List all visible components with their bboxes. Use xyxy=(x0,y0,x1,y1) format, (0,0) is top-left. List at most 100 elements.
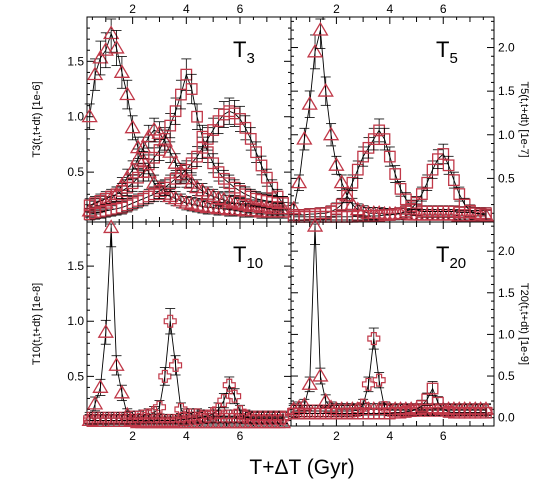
data-point-triangle xyxy=(119,86,136,101)
series-T10-1 xyxy=(81,219,292,429)
series-T20-3 xyxy=(287,381,492,420)
data-point-triangle xyxy=(306,217,324,232)
x-tick-label: 2 xyxy=(129,2,136,16)
data-point-square xyxy=(383,150,396,163)
data-point-triangle xyxy=(226,194,243,209)
data-point-triangle xyxy=(103,25,120,40)
data-point-triangle xyxy=(221,193,238,208)
series-T10-3 xyxy=(83,376,290,428)
x-tick-label: 6 xyxy=(440,429,447,443)
data-point-square xyxy=(191,110,203,123)
data-point-triangle xyxy=(322,126,340,141)
panel-title-subscript: 10 xyxy=(246,255,263,272)
series-T5-1 xyxy=(285,18,495,222)
series-T10-2 xyxy=(83,308,290,425)
y-tick-label: 0.5 xyxy=(67,369,84,383)
y-tick-label: 1.0 xyxy=(498,128,515,142)
data-point-square xyxy=(421,176,434,189)
data-point-cross xyxy=(158,369,172,383)
x-tick-label: 6 xyxy=(237,2,244,16)
data-point-triangle xyxy=(92,49,109,64)
panel-frame xyxy=(86,221,292,427)
x-tick-label: 4 xyxy=(386,2,393,16)
data-point-triangle xyxy=(140,128,157,143)
y-axis-label: T5(t,t+dt) [1e-7] xyxy=(518,81,530,157)
panel-title: T3 xyxy=(233,37,255,67)
data-point-square xyxy=(255,159,268,172)
series-T5-3 xyxy=(287,143,492,223)
data-point-cross xyxy=(195,410,209,424)
y-tick-label: 1.0 xyxy=(67,314,84,328)
panel-T3: 2 4 6 0.5 1.0 1.5 T3(t,t+dt) [1e-6] T3 xyxy=(31,2,292,223)
data-point-triangle xyxy=(178,170,195,185)
data-point-cross xyxy=(356,398,370,412)
y-tick-label: 1.5 xyxy=(498,286,515,300)
data-point-cross xyxy=(201,409,215,423)
series-line xyxy=(293,226,486,410)
data-point-square xyxy=(415,188,428,200)
data-point-square xyxy=(341,189,353,202)
data-point-triangle xyxy=(274,203,292,218)
y-axis-label: T20(t,t+dt) [1e-9] xyxy=(518,283,530,365)
y-tick-label: 1.5 xyxy=(67,259,84,273)
x-tick-label: 4 xyxy=(183,2,190,16)
data-point-square xyxy=(378,133,391,146)
data-point-square xyxy=(164,119,177,132)
data-point-triangle xyxy=(162,143,179,158)
data-point-triangle xyxy=(135,139,152,154)
data-point-square xyxy=(448,174,460,187)
y-axis-label: T10(t,t+dt) [1e-8] xyxy=(31,283,43,365)
y-tick-label: 0.0 xyxy=(498,411,515,425)
data-point-square xyxy=(480,209,492,221)
data-point-triangle xyxy=(301,95,318,110)
data-point-triangle xyxy=(86,66,104,81)
data-point-cross xyxy=(190,411,204,425)
data-point-triangle xyxy=(344,196,361,211)
y-tick-label: 1.5 xyxy=(498,84,515,98)
data-point-cross xyxy=(228,389,242,403)
panel-title: T20 xyxy=(436,242,466,272)
data-point-square xyxy=(185,83,198,95)
data-point-triangle xyxy=(301,376,318,390)
x-axis-label: T+ΔT (Gyr) xyxy=(249,456,354,479)
x-tick-label: 6 xyxy=(440,2,447,16)
x-tick-label: 6 xyxy=(237,429,244,443)
data-point-cross xyxy=(169,413,183,428)
panel-T20: 2 4 6 0.0 0.5 1.0 1.5 2.0 T20(t,t+dt) [1e-9] T20 xyxy=(285,217,530,443)
x-tick-label: 4 xyxy=(183,429,190,443)
y-tick-label: 1.0 xyxy=(67,110,84,124)
data-point-cross xyxy=(152,400,167,414)
data-point-triangle xyxy=(124,119,141,134)
panel-frame xyxy=(290,16,495,223)
data-point-triangle xyxy=(97,323,114,338)
data-point-square xyxy=(169,105,182,118)
data-point-cross xyxy=(169,358,183,372)
data-point-cross xyxy=(233,405,247,419)
data-point-triangle xyxy=(108,357,125,371)
y-axis-label: T3(t,t+dt) [1e-6] xyxy=(31,81,43,157)
data-point-triangle xyxy=(274,200,292,215)
panel-title: T5 xyxy=(436,37,458,67)
x-tick-label: 4 xyxy=(386,429,393,443)
panel-T5: 2 4 6 0.5 1.0 1.5 2.0 T5(t,t+dt) [1e-7] T5 xyxy=(285,2,530,223)
data-point-triangle xyxy=(328,157,345,171)
data-point-triangle xyxy=(183,195,200,210)
data-point-triangle xyxy=(296,130,313,145)
panel-frame xyxy=(290,221,495,427)
data-point-triangle xyxy=(194,198,211,213)
data-point-square xyxy=(250,146,263,159)
data-point-cross xyxy=(179,412,193,426)
panel-title: T10 xyxy=(233,242,263,272)
data-point-triangle xyxy=(178,194,195,209)
x-tick-label: 2 xyxy=(129,429,136,443)
panel-title-subscript: 20 xyxy=(449,255,466,272)
data-point-square xyxy=(244,132,257,145)
data-point-triangle xyxy=(317,82,334,97)
data-point-triangle xyxy=(86,395,104,410)
data-point-square xyxy=(277,197,289,210)
data-point-cross xyxy=(372,373,386,387)
series-T3-3 xyxy=(83,58,289,213)
data-point-square xyxy=(442,159,455,172)
data-point-square xyxy=(346,176,359,189)
panel-title-subscript: 5 xyxy=(449,50,457,67)
